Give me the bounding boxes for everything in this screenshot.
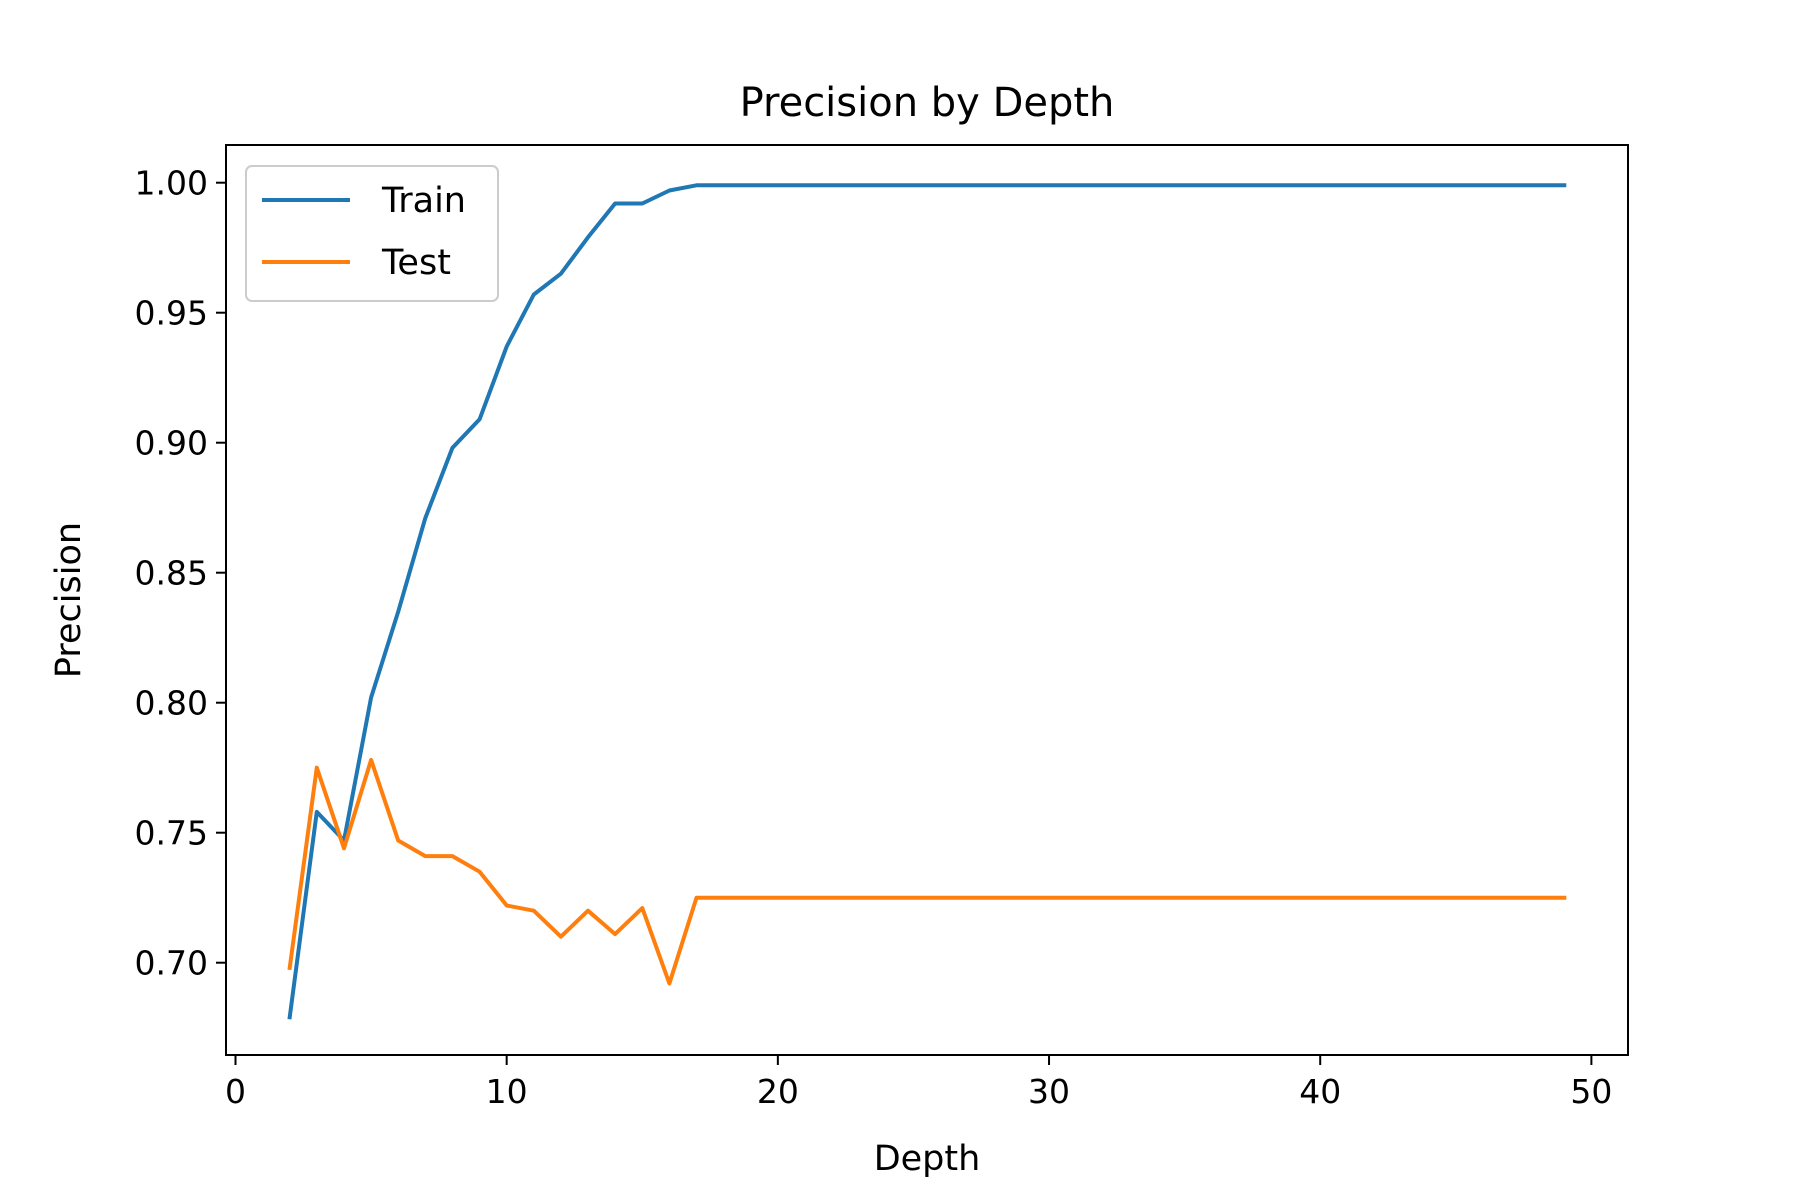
y-tick-label: 0.75 (135, 814, 208, 853)
x-tick-label: 30 (1028, 1072, 1070, 1111)
plot-area-frame (225, 144, 1629, 1056)
plot-lines (287, 183, 1567, 1020)
y-tick-label: 0.85 (135, 554, 208, 593)
y-tick-label: 0.80 (135, 684, 208, 723)
legend-entry-test: Test (262, 243, 451, 283)
y-axis-label: Precision (49, 522, 89, 678)
x-tick-label: 20 (757, 1072, 799, 1111)
x-tick-label: 10 (486, 1072, 528, 1111)
y-tick-label: 0.70 (135, 944, 208, 983)
x-tick-label: 0 (225, 1072, 246, 1111)
y-tick-label: 0.95 (135, 294, 208, 333)
legend: Train Test (245, 165, 499, 302)
y-axis-ticks: 0.70 0.75 0.80 0.85 0.90 0.95 1.00 (135, 164, 226, 983)
x-axis-label: Depth (874, 1139, 981, 1179)
legend-label: Train (381, 181, 466, 221)
legend-label: Test (381, 243, 451, 283)
series-line-train (287, 183, 1567, 1020)
x-tick-label: 40 (1299, 1072, 1341, 1111)
x-tick-label: 50 (1570, 1072, 1612, 1111)
chart-title: Precision by Depth (740, 80, 1115, 126)
y-tick-label: 1.00 (135, 164, 208, 203)
series-line-test (287, 757, 1567, 986)
y-tick-label: 0.90 (135, 424, 208, 463)
x-axis-ticks: 0 10 20 30 40 50 (225, 1055, 1612, 1111)
legend-entry-train: Train (262, 181, 466, 221)
